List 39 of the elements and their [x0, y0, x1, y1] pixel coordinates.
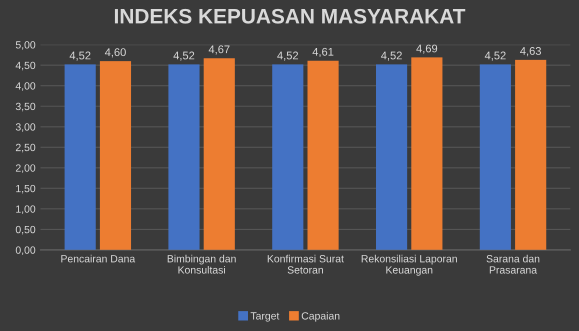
y-tick-label: 0,50 — [16, 226, 36, 234]
legend-label: Target — [250, 312, 280, 322]
bar — [168, 64, 200, 250]
bar — [376, 64, 408, 250]
data-label: 4,52 — [173, 52, 194, 61]
x-tick-label: Konfirmasi Surat Setoran — [268, 254, 344, 274]
y-tick-label: 5,00 — [16, 41, 36, 50]
data-label: 4,52 — [277, 52, 298, 61]
x-tick-label: Sarana dan Prasarana — [486, 254, 540, 274]
data-label: 4,52 — [381, 52, 402, 61]
bar — [204, 58, 235, 250]
y-tick-label: 3,50 — [16, 102, 36, 112]
bar — [100, 61, 132, 250]
data-label: 4,52 — [70, 52, 90, 61]
y-tick-label: 1,50 — [16, 184, 36, 194]
bar — [515, 60, 546, 250]
y-tick-label: 0,00 — [16, 246, 36, 256]
y-tick-label: 2,00 — [16, 164, 36, 173]
bar — [480, 64, 511, 250]
bar — [308, 60, 339, 250]
data-label: 4,60 — [104, 48, 126, 58]
y-tick-label: 2,50 — [16, 144, 36, 152]
bar — [64, 64, 96, 250]
chart-title: INDEKS KEPUASAN MASYARAKAT — [114, 8, 466, 24]
y-tick-label: 4,00 — [16, 82, 36, 91]
data-label: 4,61 — [312, 48, 334, 58]
y-tick-label: 3,00 — [16, 123, 36, 132]
x-tick-label: Pencairan Dana — [61, 254, 136, 262]
bar — [272, 64, 304, 250]
y-tick-label: 4,50 — [16, 62, 36, 70]
data-label: 4,67 — [208, 45, 230, 55]
data-label: 4,52 — [484, 52, 506, 61]
data-label: 4,63 — [520, 47, 541, 56]
x-tick-label: Bimbingan dan Konsultasi — [168, 254, 236, 274]
bar — [411, 57, 442, 250]
x-tick-label: Rekonsiliasi Laporan Keuangan — [362, 254, 457, 276]
data-label: 4,69 — [416, 44, 438, 54]
y-tick-label: 1,00 — [16, 205, 36, 214]
legend-label: Capaian — [302, 312, 340, 322]
